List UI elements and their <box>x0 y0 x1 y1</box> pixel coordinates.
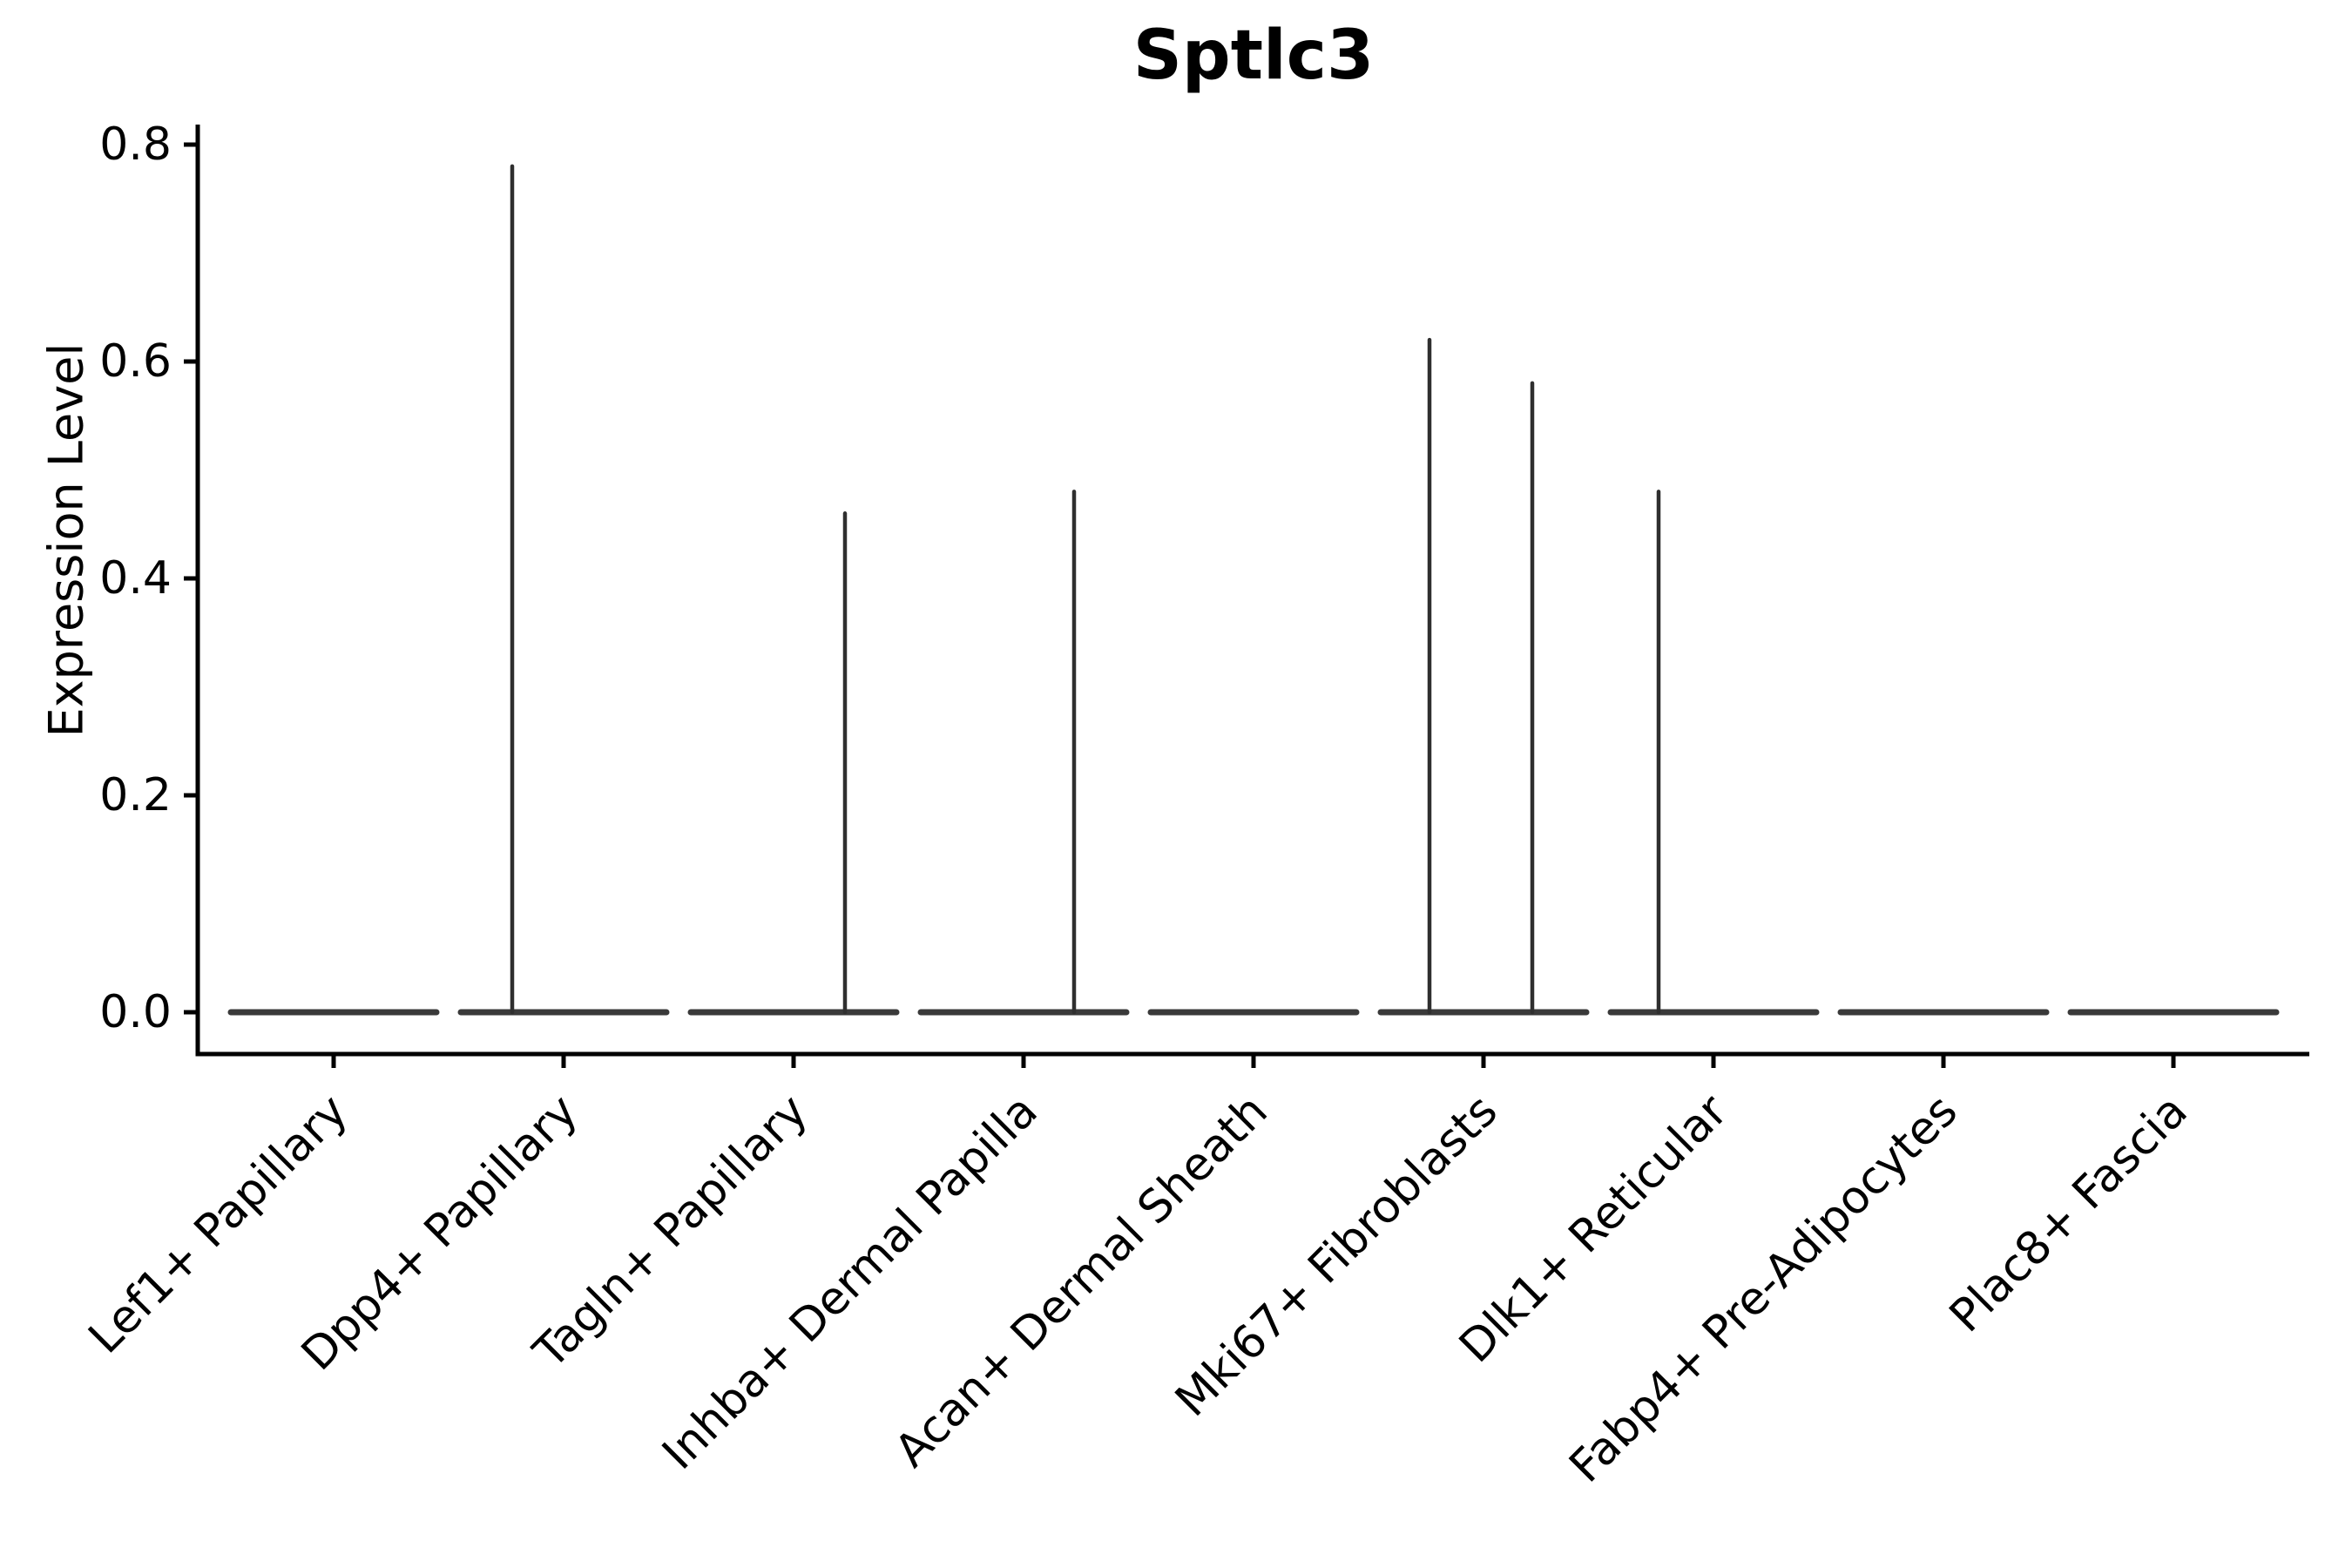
x-tick-label: Acan+ Dermal Sheath <box>885 1085 1278 1477</box>
x-tick-label: Fabp4+ Pre-Adipocytes <box>1559 1085 1967 1492</box>
chart-title: Sptlc3 <box>1132 17 1375 95</box>
y-tick-label: 0.8 <box>99 118 172 171</box>
x-tick-label: Plac8+ Fascia <box>1940 1085 2198 1342</box>
y-tick-label: 0.6 <box>99 335 172 388</box>
y-tick-label: 0.4 <box>99 552 172 605</box>
axis-spines <box>195 125 2309 1057</box>
y-tick-label: 0.0 <box>99 986 172 1038</box>
x-tick-label: Inhba+ Dermal Papilla <box>652 1085 1047 1479</box>
y-tick-label: 0.2 <box>99 769 172 821</box>
